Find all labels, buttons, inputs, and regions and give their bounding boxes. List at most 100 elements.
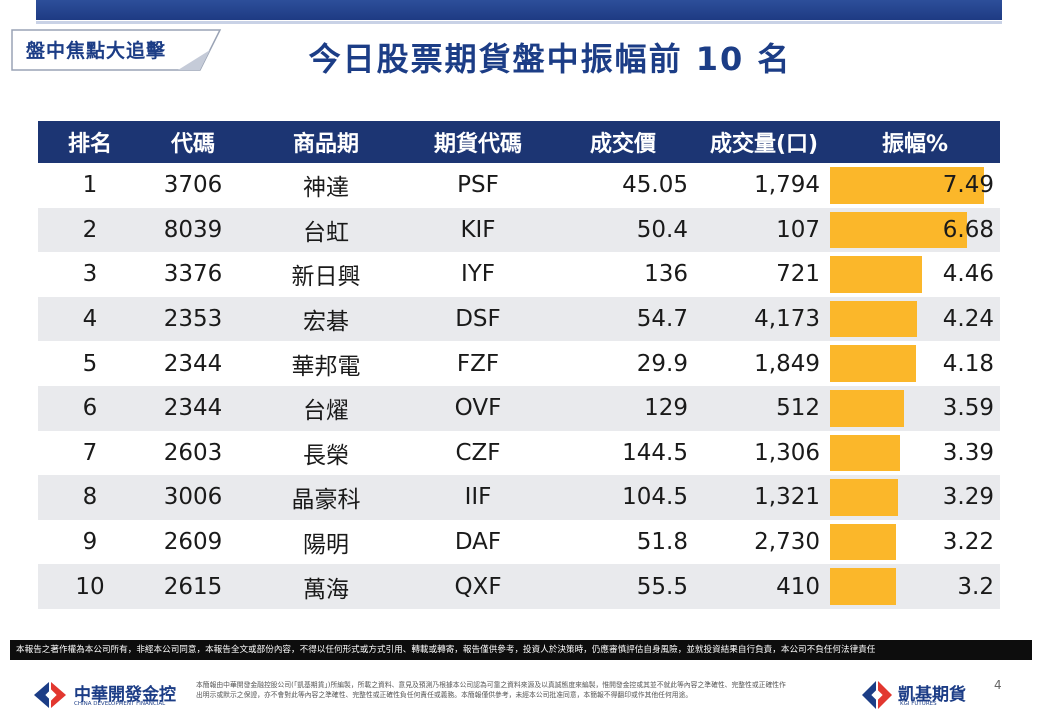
col-header-rank[interactable]: 排名 — [38, 121, 142, 163]
col-header-futures-code[interactable]: 期貨代碼 — [408, 121, 548, 163]
cell-amplitude: 4.46 — [830, 252, 1000, 297]
cell-amplitude: 4.24 — [830, 296, 1000, 342]
cell-futures-code: CZF — [455, 439, 501, 466]
table-row: 5 2344 華邦電 FZF 29.9 1,849 4.18 — [38, 341, 1000, 386]
cell-futures-code: OVF — [408, 385, 548, 431]
cell-futures-code: KIF — [408, 207, 548, 253]
cell-code: 2344 — [142, 385, 244, 431]
cell-volume: 2,730 — [754, 529, 820, 556]
amplitude-value: 6.68 — [942, 216, 994, 243]
amplitude-value: 3.2 — [957, 573, 994, 600]
cell-name: 新日興 — [291, 264, 361, 291]
china-development-financial-logo: 中華開發金控 CHINA DEVELOPMENT FINANCIAL — [34, 680, 194, 710]
cell-amplitude: 6.68 — [830, 207, 1000, 253]
col-header-amplitude[interactable]: 振幅% — [830, 121, 1000, 163]
cell-rank: 8 — [38, 475, 142, 520]
amplitude-ranking-table: 排名 代碼 商品期 期貨代碼 成交價 成交量(口) 振幅% 1 3706 神達 … — [38, 121, 1000, 609]
amplitude-bar — [830, 256, 922, 293]
kgi-futures-logo: 凱基期貨 KGI FUTURES — [862, 680, 982, 710]
cell-volume: 721 — [776, 261, 820, 288]
cell-price: 51.8 — [636, 529, 688, 556]
table-row: 4 2353 宏碁 DSF 54.7 4,173 4.24 — [38, 296, 1000, 342]
cell-code: 2615 — [142, 564, 244, 609]
amplitude-bar — [830, 300, 918, 338]
cell-futures-code: IIF — [408, 475, 548, 520]
section-tag-frame — [11, 29, 222, 71]
cell-rank: 4 — [38, 296, 142, 342]
disclaimer-bar: 本報告之著作權為本公司所有，非經本公司同意，本報告全文或部份內容，不得以任何形式… — [10, 640, 1032, 660]
col-header-name[interactable]: 商品期 — [244, 121, 408, 163]
cell-price: 136 — [644, 261, 688, 288]
cell-futures-code: IYF — [460, 261, 496, 288]
amplitude-bar — [830, 345, 916, 382]
amplitude-value: 3.22 — [942, 529, 994, 556]
amplitude-bar — [830, 434, 900, 472]
cell-rank: 9 — [82, 529, 98, 556]
cell-price: 55.5 — [548, 564, 698, 609]
amplitude-bar — [830, 211, 968, 249]
cell-code: 3706 — [163, 172, 223, 199]
cell-volume: 1,321 — [698, 475, 830, 520]
cell-rank: 6 — [38, 385, 142, 431]
page-number: 4 — [994, 678, 1002, 692]
amplitude-bar — [830, 568, 896, 605]
col-header-code[interactable]: 代碼 — [142, 121, 244, 163]
amplitude-value: 4.18 — [942, 350, 994, 377]
footer-fine-print: 本簡報由中華開發金融控股公司(「凱基期貨」)所編製，所載之資料、意見及預測乃根據… — [196, 681, 786, 699]
cell-price: 45.05 — [622, 172, 688, 199]
table-row: 7 2603 長榮 CZF 144.5 1,306 3.39 — [38, 431, 1000, 476]
kgi-logo-text: 凱基期貨 — [898, 685, 966, 705]
cell-volume: 107 — [698, 207, 830, 253]
cell-name: 陽明 — [303, 532, 349, 559]
cell-amplitude: 3.59 — [830, 385, 1000, 431]
cell-price: 129 — [548, 385, 698, 431]
table-row: 2 8039 台虹 KIF 50.4 107 6.68 — [38, 207, 1000, 253]
cell-name: 華邦電 — [291, 353, 361, 380]
cell-code: 2603 — [163, 439, 223, 466]
cdf-logo-english: CHINA DEVELOPMENT FINANCIAL — [74, 701, 166, 707]
cell-volume: 1,849 — [754, 350, 820, 377]
amplitude-value: 7.49 — [942, 172, 994, 199]
cell-rank: 7 — [82, 439, 98, 466]
cell-amplitude: 3.2 — [830, 564, 1000, 609]
cell-rank: 2 — [38, 207, 142, 253]
col-header-volume[interactable]: 成交量(口) — [698, 121, 830, 163]
section-tag: 盤中焦點大追擊 — [10, 28, 222, 72]
cell-futures-code: PSF — [457, 172, 499, 199]
cell-name: 台燿 — [244, 385, 408, 431]
cdf-logo-text: 中華開發金控 — [74, 685, 176, 705]
cell-volume: 1,794 — [754, 172, 820, 199]
table-row: 9 2609 陽明 DAF 51.8 2,730 3.22 — [38, 520, 1000, 565]
amplitude-bar — [830, 523, 897, 561]
cell-rank: 5 — [82, 350, 98, 377]
cell-code: 8039 — [142, 207, 244, 253]
cell-futures-code: FZF — [456, 350, 500, 377]
amplitude-value: 4.24 — [942, 306, 994, 333]
cell-amplitude: 3.29 — [830, 475, 1000, 520]
cell-price: 29.9 — [636, 350, 688, 377]
cell-name: 晶豪科 — [244, 475, 408, 520]
table-header-row: 排名 代碼 商品期 期貨代碼 成交價 成交量(口) 振幅% — [38, 121, 1000, 163]
cell-code: 3006 — [142, 475, 244, 520]
cell-amplitude: 4.18 — [830, 341, 1000, 386]
table-row: 6 2344 台燿 OVF 129 512 3.59 — [38, 385, 1000, 431]
amplitude-value: 3.29 — [942, 484, 994, 511]
table-row: 3 3376 新日興 IYF 136 721 4.46 — [38, 252, 1000, 297]
amplitude-value: 3.39 — [942, 439, 994, 466]
page-title: 今日股票期貨盤中振幅前 10 名 — [308, 40, 792, 78]
table-row: 1 3706 神達 PSF 45.05 1,794 7.49 — [38, 163, 1000, 208]
cell-volume: 1,306 — [754, 439, 820, 466]
cell-rank: 1 — [82, 172, 98, 199]
kgi-logo-english: KGI FUTURES — [900, 701, 937, 707]
cell-volume: 4,173 — [698, 296, 830, 342]
cell-name: 長榮 — [303, 442, 349, 469]
col-header-price[interactable]: 成交價 — [548, 121, 698, 163]
cell-rank: 3 — [82, 261, 98, 288]
cell-volume: 410 — [698, 564, 830, 609]
cell-amplitude: 7.49 — [830, 163, 1000, 208]
cell-code: 2609 — [163, 529, 223, 556]
amplitude-bar — [830, 479, 898, 516]
amplitude-value: 4.46 — [942, 261, 994, 288]
cdf-logo-icon — [34, 682, 66, 708]
cell-futures-code: DSF — [408, 296, 548, 342]
